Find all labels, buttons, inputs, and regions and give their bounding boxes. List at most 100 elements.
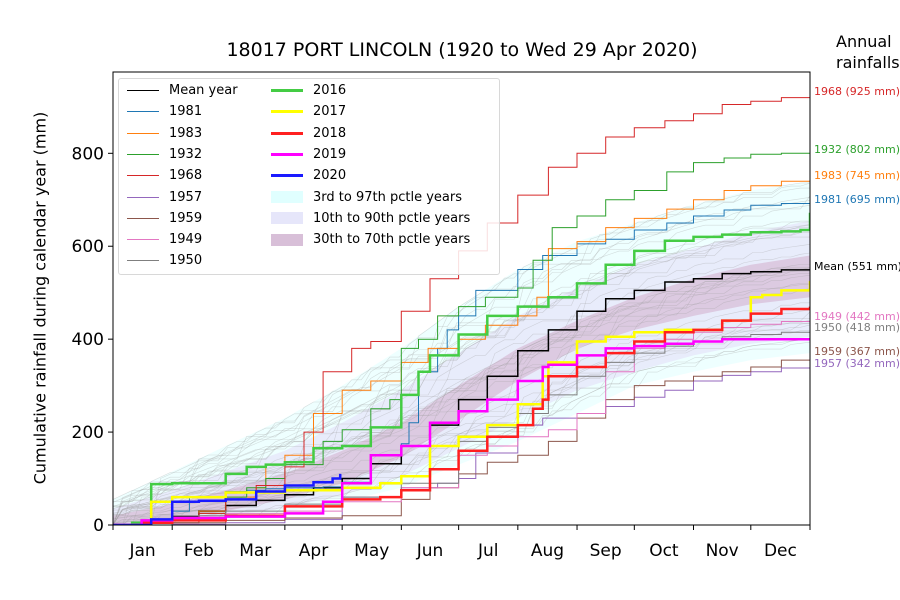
legend-label: 2016 <box>313 83 347 98</box>
legend-label: 1968 <box>169 168 203 184</box>
percentile-band <box>113 255 810 525</box>
legend-item: 1983 <box>127 126 202 141</box>
legend-item: 2018 <box>271 126 346 141</box>
legend-label: Mean year <box>169 83 238 98</box>
series-line-2018 <box>113 306 810 525</box>
series-line-2016 <box>113 212 810 525</box>
legend-swatch <box>271 110 303 114</box>
legend-label: 2019 <box>313 146 347 162</box>
annual-rainfall-label: 1983 (745 mm) <box>814 169 900 182</box>
legend-swatch <box>271 212 303 225</box>
historical-year-line <box>113 236 810 508</box>
series-line-1932 <box>113 152 810 525</box>
legend-label: 1950 <box>169 253 203 269</box>
series-line-2019 <box>113 337 810 525</box>
legend-item: 2019 <box>271 147 346 162</box>
historical-year-line <box>113 220 810 525</box>
legend-item: 2016 <box>271 83 346 98</box>
y-tick-label: 400 <box>72 330 104 350</box>
legend-swatch <box>271 131 303 135</box>
legend-swatch <box>271 174 303 178</box>
x-tick-label: Mar <box>239 541 271 561</box>
legend-item: 2020 <box>271 168 346 183</box>
historical-year-line <box>113 271 810 525</box>
historical-year-line <box>113 266 810 525</box>
legend-swatch <box>127 260 159 262</box>
historical-year-line <box>113 244 810 510</box>
annual-rainfall-label: 1981 (695 mm) <box>814 193 900 206</box>
series-line-1957 <box>113 366 810 525</box>
x-tick-label: Jun <box>416 541 444 561</box>
historical-year-line <box>113 317 810 520</box>
legend-swatch <box>127 217 159 219</box>
x-tick-label: Sep <box>590 541 622 561</box>
x-tick-label: Feb <box>184 541 214 561</box>
legend-swatch <box>127 239 159 241</box>
x-tick-label: Apr <box>299 541 328 561</box>
annual-rainfalls-heading: Annual rainfalls <box>836 32 900 72</box>
annual-rainfall-label: Mean (551 mm) <box>814 260 900 273</box>
annual-rainfall-label: 1932 (802 mm) <box>814 143 900 156</box>
legend-swatch <box>127 90 159 91</box>
legend-swatch <box>271 89 303 92</box>
legend-swatch <box>127 196 159 198</box>
legend-label: 30th to 70th pctle years <box>313 232 471 248</box>
legend-label: 1932 <box>169 146 203 162</box>
legend-item: 3rd to 97th pctle years <box>271 190 462 205</box>
y-tick-label: 200 <box>72 423 104 443</box>
series-line-1959 <box>113 354 810 525</box>
legend-label: 2017 <box>313 104 347 120</box>
legend-label: 1957 <box>169 189 203 205</box>
historical-year-line <box>113 283 810 515</box>
chart-title: 18017 PORT LINCOLN (1920 to Wed 29 Apr 2… <box>226 39 698 61</box>
annual-rainfall-label: 1957 (342 mm) <box>814 357 900 370</box>
plot-frame <box>112 71 811 526</box>
legend-swatch <box>127 153 159 155</box>
historical-year-line <box>113 187 810 525</box>
historical-year-line <box>113 302 810 518</box>
x-tick-label: Dec <box>764 541 797 561</box>
historical-year-line <box>113 228 810 507</box>
x-tick-label: Oct <box>649 541 679 561</box>
legend-item: Mean year <box>127 83 238 98</box>
legend-label: 10th to 90th pctle years <box>313 210 471 226</box>
historical-year-line <box>113 224 810 525</box>
historical-year-line <box>113 273 810 514</box>
percentile-band <box>113 220 810 525</box>
x-tick-label: Jul <box>477 541 499 561</box>
legend: Mean year 1981 1983 1932 1968 1957 1959 1949 195… <box>118 78 500 275</box>
legend-label: 1949 <box>169 232 203 248</box>
annual-rainfall-label: 1959 (367 mm) <box>814 345 900 358</box>
x-tick-label: May <box>354 541 389 561</box>
historical-year-line <box>113 252 810 511</box>
legend-label: 1983 <box>169 125 203 141</box>
historical-year-line <box>113 338 810 524</box>
x-tick-label: Nov <box>706 541 739 561</box>
annual-rainfall-label: 1968 (925 mm) <box>814 85 900 98</box>
historical-year-line <box>113 267 810 525</box>
legend-item: 10th to 90th pctle years <box>271 211 470 226</box>
legend-item: 1981 <box>127 104 202 119</box>
legend-label: 3rd to 97th pctle years <box>313 189 462 205</box>
series-line-2020 <box>113 473 342 525</box>
annual-rainfall-label: 1949 (442 mm) <box>814 310 900 323</box>
legend-item: 30th to 70th pctle years <box>271 232 470 247</box>
legend-swatch <box>271 233 303 246</box>
y-tick-label: 0 <box>93 516 104 536</box>
historical-year-line <box>113 264 810 525</box>
legend-item: 1959 <box>127 211 202 226</box>
historical-year-line <box>113 274 810 514</box>
historical-year-line <box>113 205 810 525</box>
legend-item: 1957 <box>127 190 202 205</box>
x-tick-label: Aug <box>531 541 564 561</box>
legend-swatch <box>271 152 303 156</box>
legend-item: 1968 <box>127 168 202 183</box>
legend-swatch <box>127 111 159 113</box>
historical-year-line <box>113 339 810 524</box>
legend-label: 2018 <box>313 125 347 141</box>
y-tick-label: 600 <box>72 237 104 257</box>
legend-item: 1949 <box>127 232 202 247</box>
historical-year-line <box>113 227 810 507</box>
annual-rainfall-label: 1950 (418 mm) <box>814 321 900 334</box>
